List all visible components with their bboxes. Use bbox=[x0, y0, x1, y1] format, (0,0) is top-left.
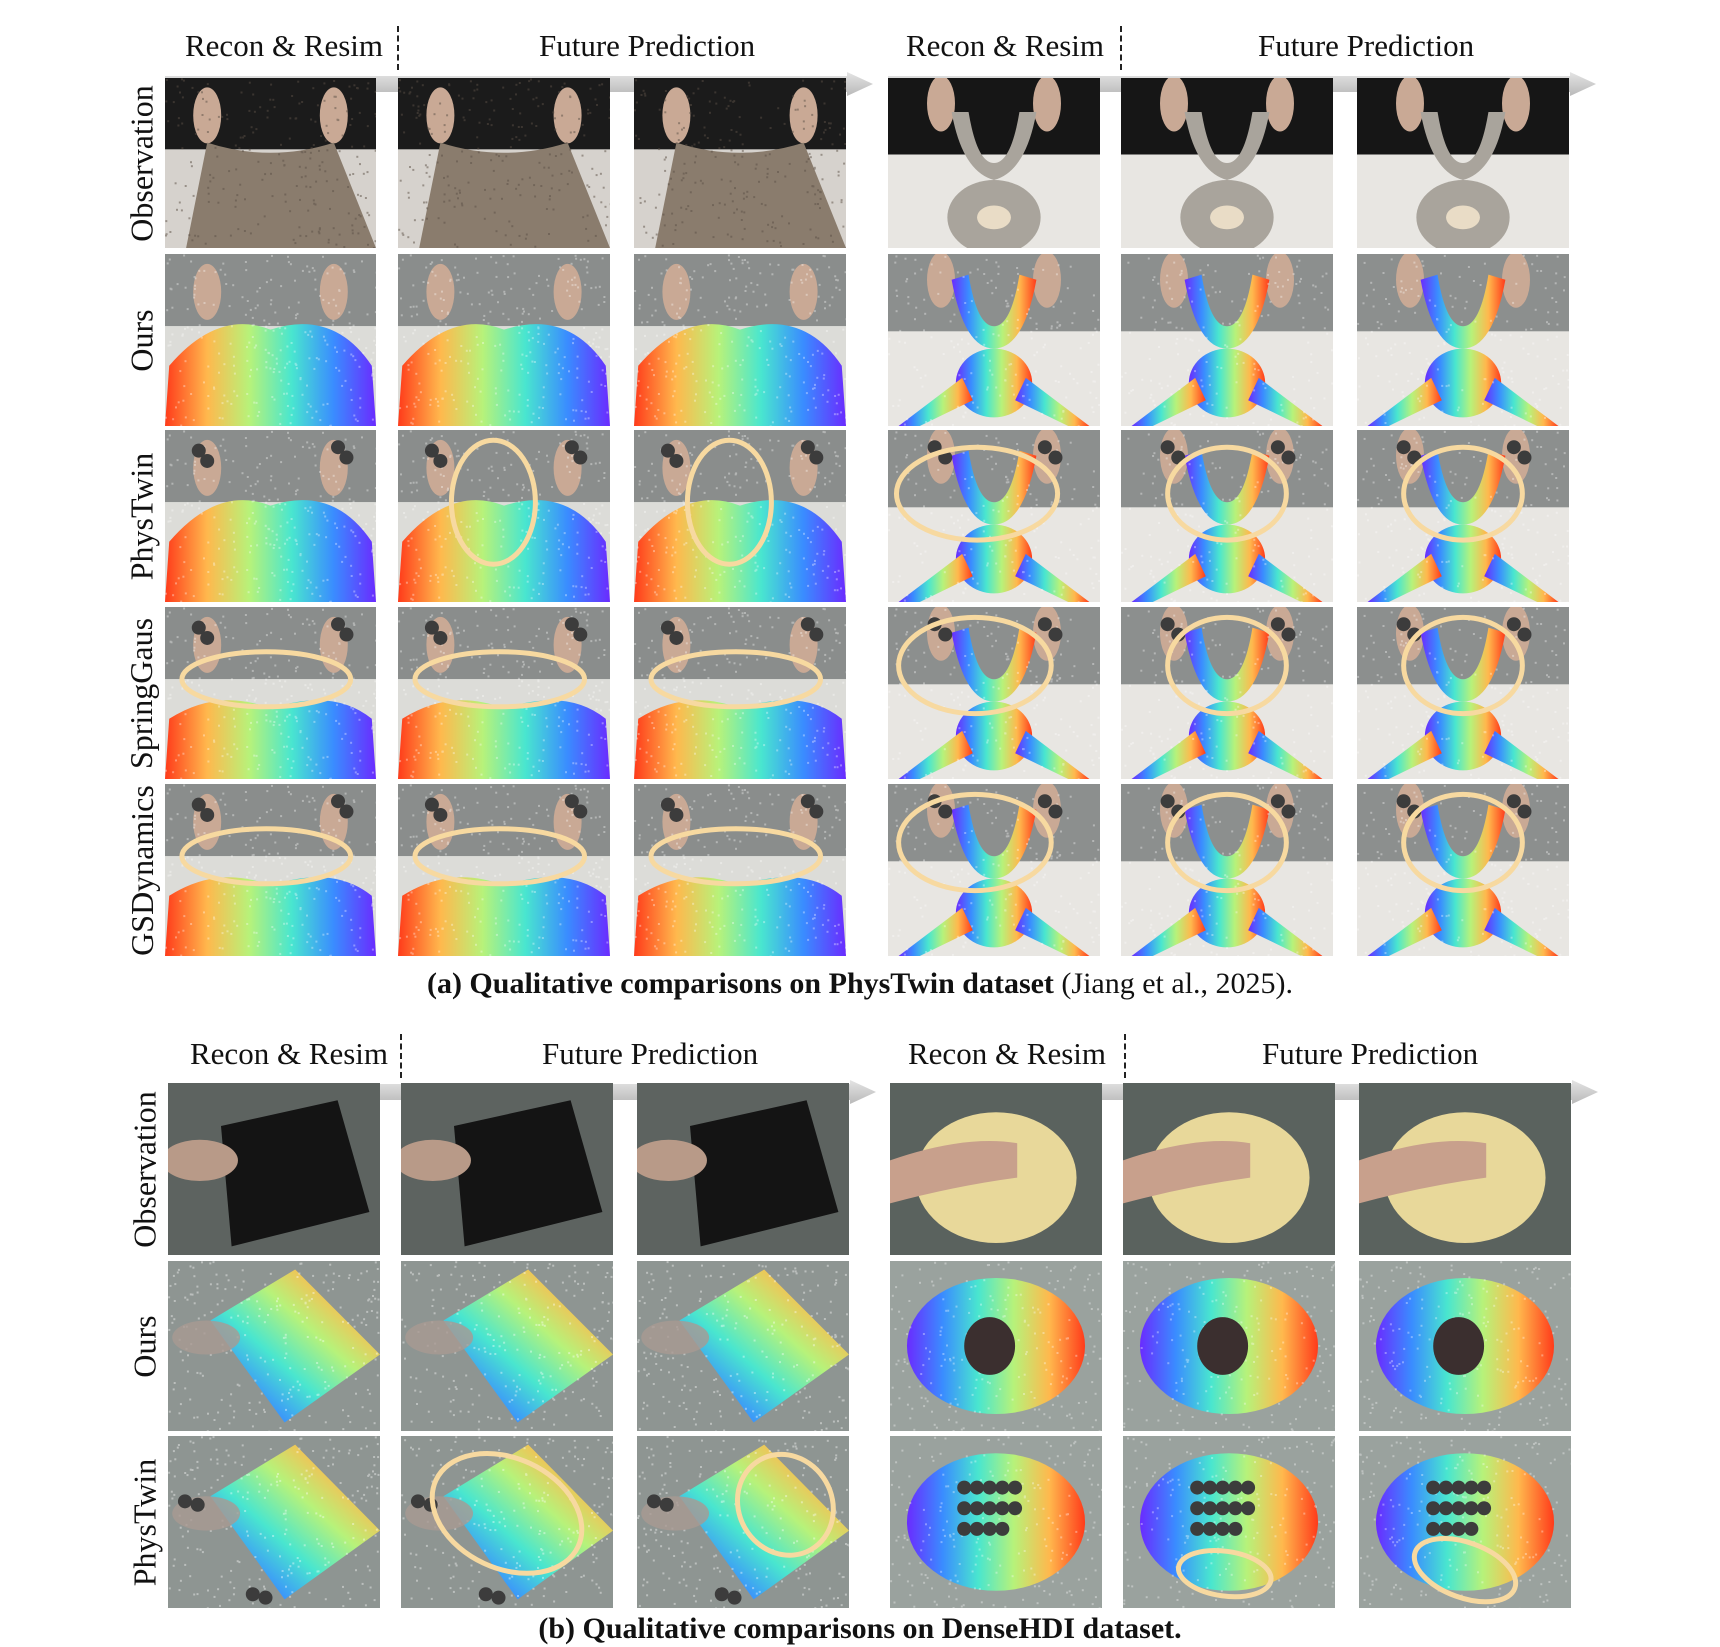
cloth-observation-frame-1 bbox=[398, 78, 610, 248]
plush-springgaus-frame-0 bbox=[888, 607, 1100, 779]
row-label-observation: Observation bbox=[126, 1090, 163, 1248]
bag-observation-frame-1 bbox=[401, 1083, 613, 1255]
caption-a-bold: (a) Qualitative comparisons on PhysTwin … bbox=[426, 967, 1054, 1000]
bag-ours-frame-0 bbox=[168, 1261, 380, 1431]
row-label-gsdynamics: GSDynamics bbox=[123, 784, 160, 956]
bag-ours-frame-1 bbox=[401, 1261, 613, 1431]
recon-resim-label: Recon & Resim bbox=[185, 28, 384, 63]
towel-ours-frame-1 bbox=[1123, 1261, 1335, 1431]
timeline-divider bbox=[1124, 1034, 1126, 1078]
future-prediction-label: Future Prediction bbox=[542, 1036, 759, 1071]
cloth-ours-frame-0 bbox=[165, 254, 376, 426]
plush-phystwin-frame-2 bbox=[1357, 430, 1569, 602]
row-label-ours: Ours bbox=[126, 1314, 163, 1378]
towel-phystwin-frame-2 bbox=[1359, 1436, 1571, 1608]
plush-gsdynamics-frame-0 bbox=[888, 784, 1100, 956]
future-prediction-label: Future Prediction bbox=[539, 28, 756, 63]
recon-resim-label: Recon & Resim bbox=[906, 28, 1105, 63]
plush-gsdynamics-frame-2 bbox=[1357, 784, 1569, 956]
bag-observation-frame-2 bbox=[637, 1083, 849, 1255]
plush-phystwin-frame-0 bbox=[888, 430, 1100, 602]
bag-phystwin-frame-0 bbox=[168, 1436, 380, 1608]
cloth-ours-frame-1 bbox=[398, 254, 610, 426]
caption-b-bold: (b) Qualitative comparisons on DenseHDI … bbox=[538, 1612, 1182, 1645]
cloth-phystwin-frame-0 bbox=[165, 430, 376, 602]
recon-resim-label: Recon & Resim bbox=[190, 1036, 389, 1071]
caption-b: (b) Qualitative comparisons on DenseHDI … bbox=[0, 1612, 1720, 1646]
towel-observation-frame-2 bbox=[1359, 1083, 1571, 1255]
row-label-phystwin: PhysTwin bbox=[123, 452, 160, 580]
timeline-divider bbox=[397, 26, 399, 70]
cloth-observation-frame-2 bbox=[634, 78, 846, 248]
towel-phystwin-frame-0 bbox=[890, 1436, 1102, 1608]
towel-observation-frame-0 bbox=[890, 1083, 1102, 1255]
cloth-gsdynamics-frame-1 bbox=[398, 784, 610, 956]
bag-phystwin-frame-1 bbox=[401, 1436, 613, 1608]
cloth-phystwin-frame-1 bbox=[398, 430, 610, 602]
row-label-observation: Observation bbox=[123, 84, 160, 242]
row-label-ours: Ours bbox=[123, 308, 160, 372]
towel-phystwin-frame-1 bbox=[1123, 1436, 1335, 1608]
plush-phystwin-frame-1 bbox=[1121, 430, 1333, 602]
timeline-divider bbox=[1120, 26, 1122, 70]
towel-ours-frame-0 bbox=[890, 1261, 1102, 1431]
plush-observation-frame-1 bbox=[1121, 78, 1333, 248]
plush-observation-frame-2 bbox=[1357, 78, 1569, 248]
recon-resim-label: Recon & Resim bbox=[908, 1036, 1107, 1071]
future-prediction-label: Future Prediction bbox=[1258, 28, 1475, 63]
cloth-springgaus-frame-1 bbox=[398, 607, 610, 779]
plush-ours-frame-0 bbox=[888, 254, 1100, 426]
cloth-springgaus-frame-0 bbox=[165, 607, 376, 779]
towel-ours-frame-2 bbox=[1359, 1261, 1571, 1431]
towel-observation-frame-1 bbox=[1123, 1083, 1335, 1255]
plush-observation-frame-0 bbox=[888, 78, 1100, 248]
caption-a-citation: (Jiang et al., 2025). bbox=[1053, 967, 1294, 1000]
bag-phystwin-frame-2 bbox=[637, 1436, 849, 1608]
timeline-divider bbox=[400, 1034, 402, 1078]
plush-ours-frame-2 bbox=[1357, 254, 1569, 426]
cloth-observation-frame-0 bbox=[165, 78, 376, 248]
future-prediction-label: Future Prediction bbox=[1262, 1036, 1479, 1071]
bag-observation-frame-0 bbox=[168, 1083, 380, 1255]
cloth-gsdynamics-frame-0 bbox=[165, 784, 376, 956]
cloth-phystwin-frame-2 bbox=[634, 430, 846, 602]
plush-springgaus-frame-1 bbox=[1121, 607, 1333, 779]
cloth-springgaus-frame-2 bbox=[634, 607, 846, 779]
plush-gsdynamics-frame-1 bbox=[1121, 784, 1333, 956]
plush-ours-frame-1 bbox=[1121, 254, 1333, 426]
cloth-gsdynamics-frame-2 bbox=[634, 784, 846, 956]
row-label-springgaus: SpringGaus bbox=[123, 617, 160, 769]
plush-springgaus-frame-2 bbox=[1357, 607, 1569, 779]
caption-a: (a) Qualitative comparisons on PhysTwin … bbox=[0, 967, 1720, 1001]
cloth-ours-frame-2 bbox=[634, 254, 846, 426]
bag-ours-frame-2 bbox=[637, 1261, 849, 1431]
row-label-phystwin: PhysTwin bbox=[126, 1458, 163, 1586]
